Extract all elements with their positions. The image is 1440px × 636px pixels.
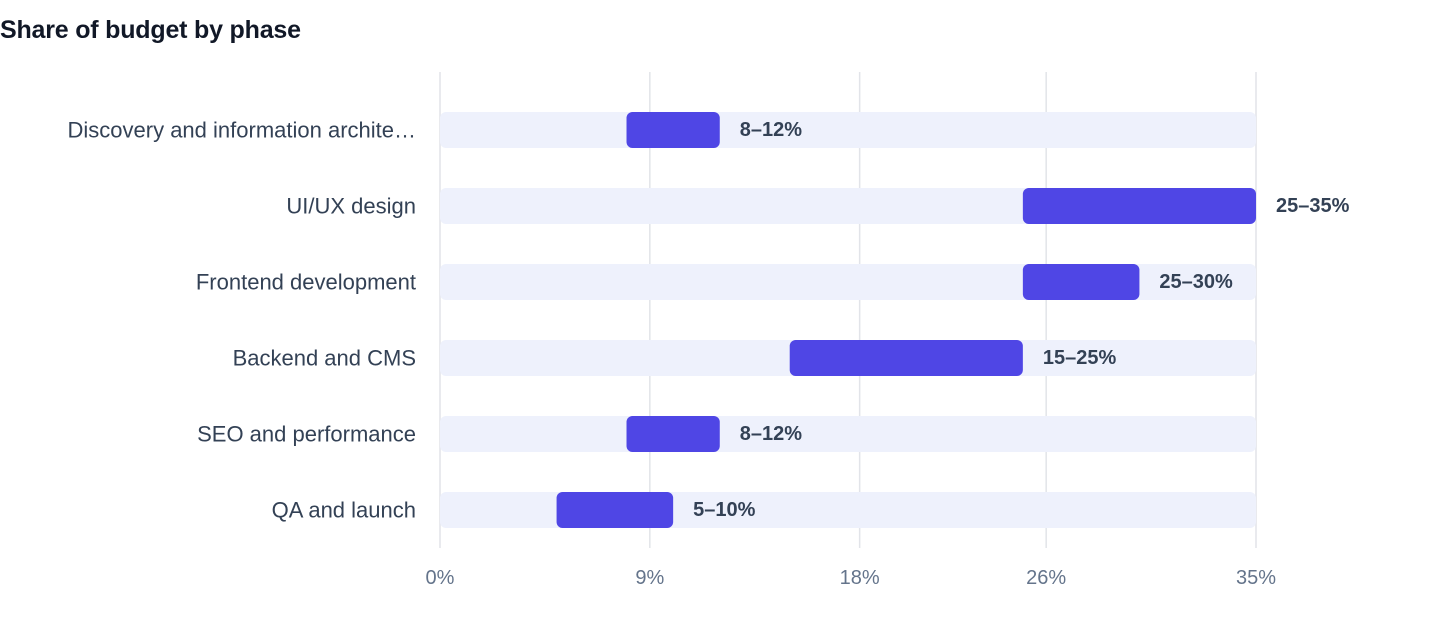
data-label: 8–12% bbox=[740, 119, 802, 141]
x-tick-label: 35% bbox=[1236, 567, 1276, 589]
labels: 0% 9% 18% 26% 35% Discovery and information a… bbox=[68, 118, 1350, 590]
range-bar bbox=[1022, 188, 1256, 224]
category-label: SEO and performance bbox=[197, 422, 416, 447]
range-bar bbox=[1022, 264, 1140, 300]
category-label: Discovery and information archite… bbox=[68, 118, 416, 143]
category-label: Backend and CMS bbox=[233, 346, 416, 371]
x-tick-label: 18% bbox=[840, 567, 880, 589]
chart-title: Share of budget by phase bbox=[0, 16, 301, 44]
x-tick-label: 26% bbox=[1026, 567, 1066, 589]
bar-track bbox=[440, 416, 1256, 452]
data-label: 8–12% bbox=[740, 423, 802, 445]
range-bar bbox=[789, 340, 1023, 376]
bar-track bbox=[440, 112, 1256, 148]
range-bar bbox=[626, 112, 720, 148]
data-label: 15–25% bbox=[1043, 347, 1117, 369]
x-tick-label: 0% bbox=[426, 567, 455, 589]
bar-tracks bbox=[440, 112, 1256, 528]
range-bar bbox=[556, 492, 674, 528]
range-bar bbox=[626, 416, 720, 452]
category-label: UI/UX design bbox=[286, 194, 416, 219]
data-label: 5–10% bbox=[693, 499, 755, 521]
category-label: Frontend development bbox=[196, 270, 416, 295]
bars bbox=[556, 112, 1256, 528]
x-tick-label: 9% bbox=[635, 567, 664, 589]
data-label: 25–35% bbox=[1276, 195, 1350, 217]
category-label: QA and launch bbox=[272, 498, 416, 523]
gridlines bbox=[439, 72, 1257, 548]
data-label: 25–30% bbox=[1159, 271, 1233, 293]
